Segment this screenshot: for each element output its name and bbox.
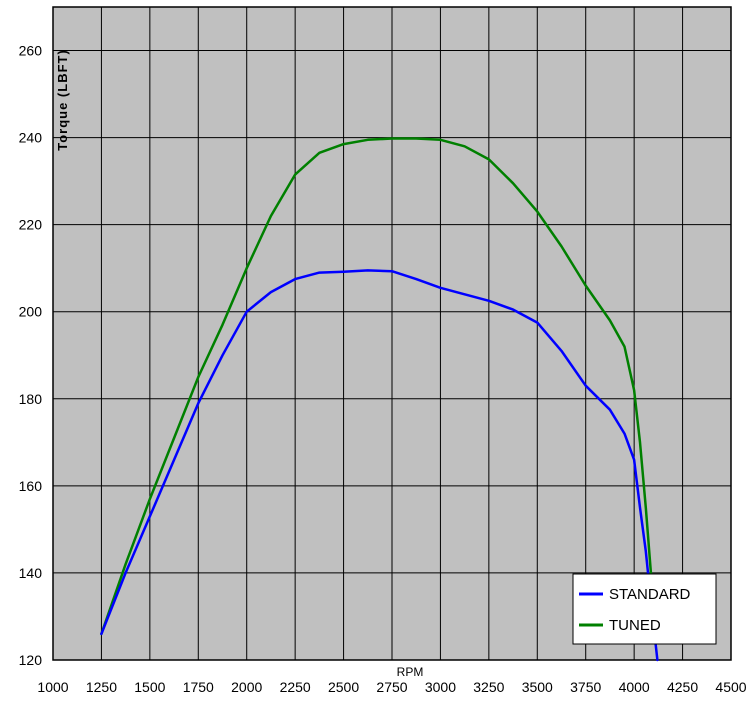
y-tick-label: 220 xyxy=(19,217,43,233)
y-tick-label: 260 xyxy=(19,43,43,59)
x-tick-label: 4500 xyxy=(715,679,746,695)
x-tick-label: 2500 xyxy=(328,679,359,695)
x-tick-label: 3750 xyxy=(570,679,601,695)
x-tick-label: 1000 xyxy=(37,679,68,695)
x-tick-label: 4250 xyxy=(667,679,698,695)
x-axis: 1000 1250 1500 1750 2000 2250 2500 2750 3000 3250… xyxy=(37,679,746,695)
y-tick-label: 180 xyxy=(19,391,43,407)
y-tick-label: 160 xyxy=(19,478,43,494)
x-tick-label: 1500 xyxy=(134,679,165,695)
y-tick-label: 140 xyxy=(19,565,43,581)
series-line-standard xyxy=(100,269,659,662)
x-tick-label: 2000 xyxy=(231,679,262,695)
x-tick-label: 2750 xyxy=(376,679,407,695)
legend-label-standard: STANDARD xyxy=(609,586,691,603)
x-tick-label: 1750 xyxy=(183,679,214,695)
x-axis-label: RPM xyxy=(397,665,424,679)
y-tick-label: 200 xyxy=(19,304,43,320)
y-tick-label: 240 xyxy=(19,130,43,146)
gridlines xyxy=(52,6,732,661)
x-tick-label: 3250 xyxy=(473,679,504,695)
x-tick-label: 3500 xyxy=(522,679,553,695)
x-tick-label: 3000 xyxy=(425,679,456,695)
series-layer xyxy=(100,137,659,662)
y-axis: 120 140 160 180 200 220 240 260 xyxy=(19,43,43,668)
legend-box xyxy=(572,573,717,645)
y-axis-label: Torque (LBFT) xyxy=(55,49,70,151)
plot-border xyxy=(52,6,732,661)
x-tick-label: 1250 xyxy=(86,679,117,695)
y-tick-label: 120 xyxy=(19,652,43,668)
legend-label-tuned: TUNED xyxy=(609,617,661,634)
series-line-tuned xyxy=(100,137,657,640)
x-tick-label: 4000 xyxy=(619,679,650,695)
x-tick-label: 2250 xyxy=(280,679,311,695)
legend: STANDARD TUNED xyxy=(572,573,717,645)
